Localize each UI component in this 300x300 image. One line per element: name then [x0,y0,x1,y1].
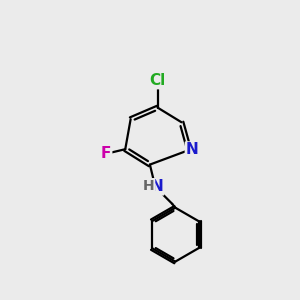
Text: Cl: Cl [149,73,166,88]
Text: N: N [186,142,199,158]
Text: H: H [142,179,154,193]
Text: N: N [151,179,163,194]
Text: F: F [101,146,111,161]
